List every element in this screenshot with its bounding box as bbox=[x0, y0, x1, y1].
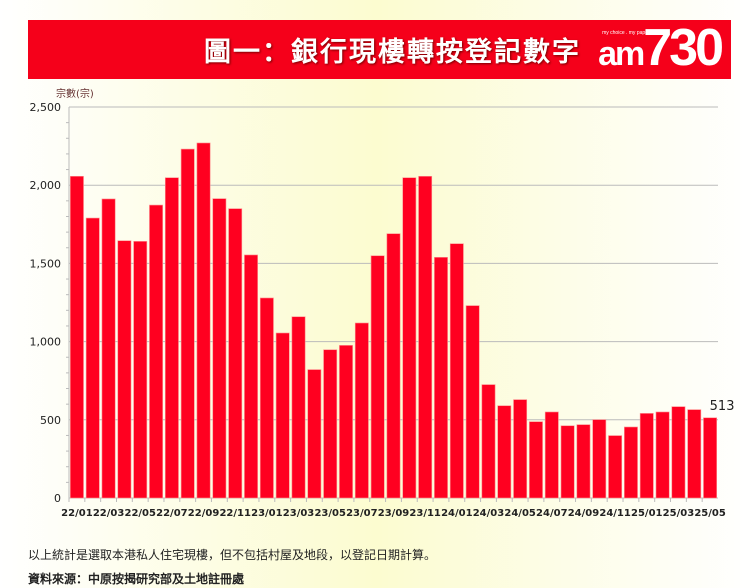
x-tick-label: 25/05 bbox=[694, 508, 726, 519]
bar-24/11 bbox=[608, 435, 623, 499]
bar-24/04 bbox=[497, 405, 512, 499]
logo-tagline: my choice . my paper bbox=[602, 30, 650, 36]
bar-24/01 bbox=[449, 243, 464, 499]
bar-24/06 bbox=[529, 421, 543, 499]
x-tick-label: 22/11 bbox=[219, 508, 251, 519]
bar-25/03 bbox=[671, 406, 686, 499]
y-tick-label: 500 bbox=[40, 414, 61, 427]
bar-24/09 bbox=[576, 424, 591, 499]
x-tick-label: 22/01 bbox=[61, 508, 93, 519]
x-tick-label: 24/11 bbox=[599, 508, 631, 519]
bar-23/10 bbox=[402, 177, 417, 499]
y-tick-label: 1,500 bbox=[30, 257, 62, 270]
footnote: 以上統計是選取本港私人住宅現樓，但不包括村屋及地段，以登記日期計算。 bbox=[28, 548, 437, 562]
am730-logo: my choice . my paper am730 bbox=[598, 19, 724, 77]
bar-22/10 bbox=[212, 198, 227, 499]
x-tick-label: 24/01 bbox=[441, 508, 473, 519]
bar-25/04 bbox=[687, 409, 702, 499]
bar-23/12 bbox=[434, 257, 448, 499]
source-note: 資料來源：中原按揭研究部及土地註冊處 bbox=[28, 572, 245, 586]
x-tick-label: 22/07 bbox=[156, 508, 188, 519]
x-tick-label: 23/07 bbox=[346, 508, 378, 519]
bar-24/03 bbox=[481, 384, 496, 499]
bar-23/03 bbox=[291, 316, 306, 499]
x-tick-label: 24/07 bbox=[536, 508, 568, 519]
x-tick-label: 23/03 bbox=[283, 508, 315, 519]
x-tick-label: 23/05 bbox=[314, 508, 346, 519]
bar-22/03 bbox=[101, 198, 116, 499]
bar-24/12 bbox=[624, 426, 638, 499]
x-tick-label: 25/03 bbox=[663, 508, 695, 519]
bar-23/02 bbox=[275, 332, 290, 499]
bar-23/04 bbox=[307, 369, 322, 499]
bar-22/01 bbox=[70, 175, 84, 499]
bar-24/08 bbox=[560, 425, 575, 499]
y-tick-label: 0 bbox=[54, 492, 61, 505]
y-tick-label: 1,000 bbox=[30, 336, 62, 349]
bar-23/09 bbox=[386, 233, 401, 499]
data-label: 513 bbox=[710, 399, 735, 414]
x-tick-label: 22/09 bbox=[188, 508, 220, 519]
bar-22/04 bbox=[117, 240, 132, 499]
bar-24/05 bbox=[513, 399, 528, 499]
bar-25/05 bbox=[703, 417, 717, 499]
title-banner: 圖一：銀行現樓轉按登記數字 my choice . my paper am730 bbox=[28, 20, 731, 79]
bar-25/02 bbox=[655, 411, 670, 499]
bar-23/08 bbox=[370, 255, 385, 499]
bar-22/12 bbox=[244, 254, 258, 499]
x-tick-label: 24/03 bbox=[473, 508, 505, 519]
bar-24/07 bbox=[544, 411, 559, 499]
bar-23/01 bbox=[259, 297, 274, 499]
x-tick-label: 24/09 bbox=[568, 508, 600, 519]
x-tick-label: 22/03 bbox=[93, 508, 125, 519]
x-tick-label: 24/05 bbox=[504, 508, 536, 519]
x-tick-label: 23/09 bbox=[378, 508, 410, 519]
bar-23/11 bbox=[418, 175, 433, 499]
y-tick-label: 2,500 bbox=[30, 101, 62, 114]
x-tick-label: 23/11 bbox=[409, 508, 441, 519]
bar-22/06 bbox=[149, 204, 163, 499]
bar-22/02 bbox=[85, 217, 100, 499]
x-tick-label: 25/01 bbox=[631, 508, 663, 519]
bar-22/08 bbox=[180, 148, 195, 499]
bar-23/06 bbox=[339, 345, 353, 499]
y-axis-label: 宗數(宗) bbox=[56, 87, 94, 100]
x-tick-label: 22/05 bbox=[124, 508, 156, 519]
bar-24/02 bbox=[465, 305, 480, 499]
bar-25/01 bbox=[639, 413, 654, 499]
bar-24/10 bbox=[592, 419, 607, 499]
bar-23/05 bbox=[323, 349, 338, 499]
y-tick-label: 2,000 bbox=[30, 179, 62, 192]
bar-23/07 bbox=[354, 322, 369, 499]
bar-22/09 bbox=[196, 142, 211, 499]
bar-22/05 bbox=[133, 241, 148, 499]
bar-22/11 bbox=[228, 208, 243, 499]
chart-title: 圖一：銀行現樓轉按登記數字 bbox=[204, 37, 581, 68]
bar-22/07 bbox=[164, 177, 179, 499]
x-tick-label: 23/01 bbox=[251, 508, 283, 519]
